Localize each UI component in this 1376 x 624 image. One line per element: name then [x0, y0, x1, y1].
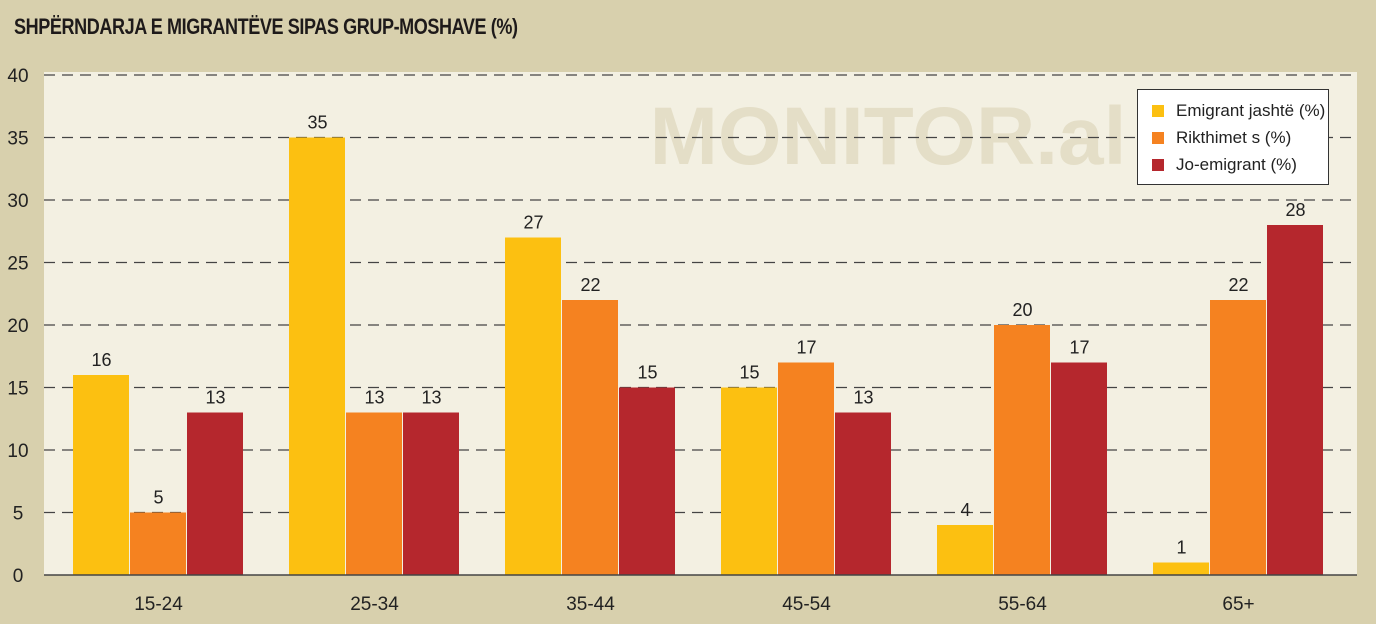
y-tick-label: 30: [7, 191, 28, 212]
bar-65+-2: [1267, 225, 1323, 575]
y-tick-label: 5: [13, 504, 24, 525]
bar-15-24-2: [187, 412, 243, 575]
data-label: 4: [960, 500, 970, 520]
bar-65+-0: [1153, 562, 1209, 575]
legend-swatch: [1152, 158, 1164, 171]
chart-title: SHPËRNDARJA E MIGRANTËVE SIPAS GRUP-MOSH…: [14, 14, 518, 39]
data-label: 13: [205, 388, 225, 408]
data-label: 35: [307, 113, 327, 133]
bar-45-54-2: [835, 412, 891, 575]
legend-item: Rikthimet s (%): [1152, 124, 1328, 151]
data-label: 17: [1069, 338, 1089, 358]
data-label: 5: [153, 488, 163, 508]
data-label: 15: [637, 363, 657, 383]
x-tick-label: 15-24: [134, 594, 183, 615]
legend-item: Emigrant jashtë (%): [1152, 97, 1328, 124]
y-tick-label: 20: [7, 316, 28, 337]
y-tick-label: 0: [13, 566, 24, 587]
data-label: 13: [364, 388, 384, 408]
bar-45-54-0: [721, 387, 777, 575]
data-label: 20: [1012, 300, 1032, 320]
bar-35-44-1: [562, 300, 618, 575]
data-label: 28: [1285, 200, 1305, 220]
bar-25-34-2: [403, 412, 459, 575]
x-tick-label: 45-54: [782, 594, 831, 615]
bar-15-24-1: [130, 512, 186, 575]
data-label: 27: [523, 213, 543, 233]
data-label: 16: [91, 350, 111, 370]
bar-45-54-1: [778, 362, 834, 575]
y-tick-label: 10: [7, 441, 28, 462]
bar-25-34-0: [289, 137, 345, 575]
watermark: MONITOR.al: [650, 91, 1127, 182]
bar-35-44-2: [619, 387, 675, 575]
bar-25-34-1: [346, 412, 402, 575]
bar-65+-1: [1210, 300, 1266, 575]
legend-swatch: [1152, 131, 1164, 144]
y-tick-label: 40: [7, 66, 28, 87]
data-label: 22: [1228, 275, 1248, 295]
legend: Emigrant jashtë (%) Rikthimet s (%) Jo-emi…: [1137, 89, 1329, 185]
legend-label: Jo-emigrant (%): [1176, 154, 1297, 174]
bar-55-64-0: [937, 525, 993, 575]
data-label: 15: [739, 363, 759, 383]
x-tick-label: 25-34: [350, 594, 399, 615]
legend-label: Emigrant jashtë (%): [1176, 100, 1326, 120]
bar-55-64-2: [1051, 362, 1107, 575]
data-label: 1: [1176, 538, 1186, 558]
data-label: 17: [796, 338, 816, 358]
y-tick-label: 25: [7, 254, 28, 275]
x-tick-label: 65+: [1222, 594, 1254, 615]
x-tick-label: 35-44: [566, 594, 615, 615]
legend-swatch: [1152, 104, 1164, 117]
bar-15-24-0: [73, 375, 129, 575]
y-tick-label: 35: [7, 129, 28, 150]
bar-55-64-1: [994, 325, 1050, 575]
data-label: 13: [853, 388, 873, 408]
data-label: 22: [580, 275, 600, 295]
x-tick-label: 55-64: [998, 594, 1047, 615]
legend-label: Rikthimet s (%): [1176, 127, 1292, 147]
bar-35-44-0: [505, 237, 561, 575]
y-tick-label: 15: [7, 379, 28, 400]
legend-item: Jo-emigrant (%): [1152, 151, 1328, 178]
data-label: 13: [421, 388, 441, 408]
